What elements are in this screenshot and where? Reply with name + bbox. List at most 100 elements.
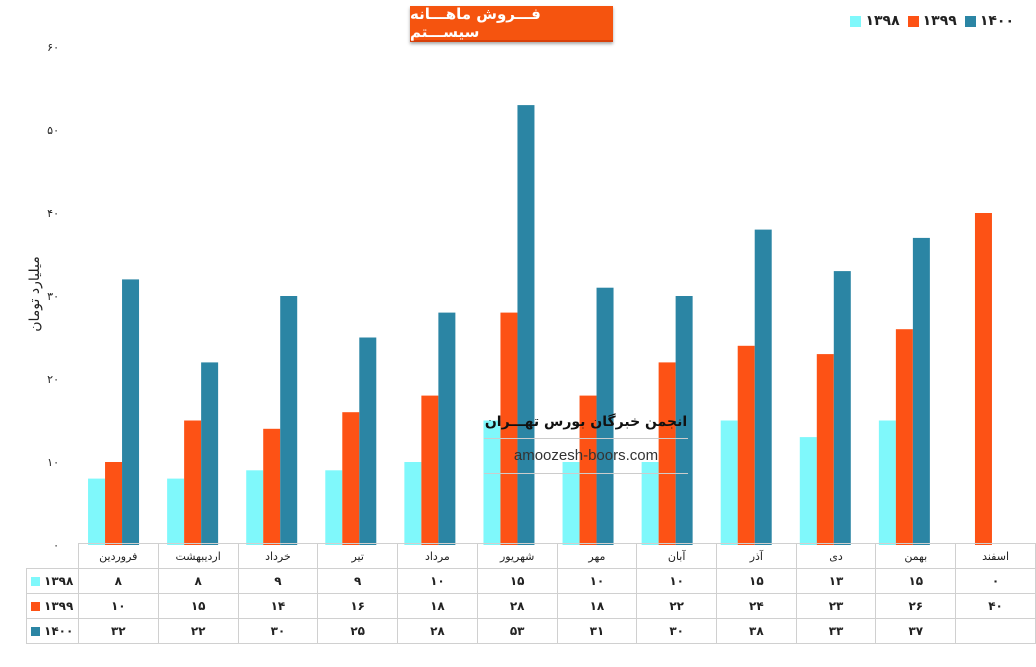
series-name: ۱۳۹۹ — [44, 599, 74, 613]
watermark: انجمن خبرگان بورس تهـــران amoozesh-boor… — [484, 414, 688, 474]
category-label: مرداد — [397, 543, 478, 569]
watermark-persian-text: انجمن خبرگان بورس تهـــران — [484, 414, 688, 439]
legend-item-1399: ۱۳۹۹ — [907, 13, 957, 29]
bar-series-0-cat-4 — [404, 462, 422, 545]
value-cell — [955, 618, 1036, 644]
data-table-corner — [26, 543, 79, 569]
bar-series-0-cat-7 — [641, 462, 659, 545]
value-cell: ۳۷ — [875, 618, 957, 644]
category-label: مهر — [556, 543, 638, 569]
value-cell: ۱۸ — [397, 593, 478, 619]
value-cell: ۹ — [237, 568, 319, 594]
series-name: ۱۴۰۰ — [44, 624, 74, 638]
data-table: فروردین اردیبهشت خرداد تیر مرداد شهریور … — [26, 543, 1036, 644]
bar-series-2-cat-3 — [359, 337, 377, 545]
bar-series-0-cat-8 — [720, 420, 738, 545]
series-swatch-1398 — [31, 577, 40, 586]
value-cell: ۱۰ — [636, 568, 717, 594]
bar-series-0-cat-9 — [799, 437, 817, 545]
value-cell: ۵۳ — [476, 618, 558, 644]
bar-series-0-cat-1 — [167, 478, 185, 545]
data-table-category-row: فروردین اردیبهشت خرداد تیر مرداد شهریور … — [26, 543, 1036, 569]
value-cell: ۲۸ — [476, 593, 558, 619]
legend-swatch-1398 — [850, 15, 862, 27]
value-cell: ۱۴ — [237, 593, 319, 619]
bar-series-0-cat-10 — [878, 420, 896, 545]
value-cell: ۱۶ — [317, 593, 399, 619]
bar-series-2-cat-8 — [754, 229, 772, 545]
value-cell: ۳۳ — [795, 618, 877, 644]
data-table-series-key: ۱۳۹۹ — [26, 593, 79, 619]
category-label: بهمن — [875, 543, 957, 569]
legend-swatch-1399 — [907, 15, 919, 27]
category-label: دی — [795, 543, 877, 569]
value-cell: ۸ — [77, 568, 159, 594]
watermark-url-text: amoozesh-boors.com — [484, 439, 688, 474]
bar-series-1-cat-4 — [421, 395, 439, 545]
y-tick-label: ۴۰ — [47, 207, 59, 220]
bar-series-1-cat-6 — [579, 395, 597, 545]
value-cell: ۸ — [157, 568, 239, 594]
legend-item-1398: ۱۳۹۸ — [850, 13, 900, 29]
series-swatch-1399 — [31, 602, 40, 611]
bar-series-2-cat-10 — [912, 237, 930, 545]
category-label: تیر — [317, 543, 399, 569]
bar-series-1-cat-3 — [342, 412, 360, 545]
legend-swatch-1400 — [964, 15, 976, 27]
value-cell: ۱۵ — [716, 568, 797, 594]
value-cell: ۱۳ — [795, 568, 877, 594]
bar-series-1-cat-7 — [658, 362, 676, 545]
bar-series-2-cat-1 — [201, 362, 219, 545]
category-label: اسفند — [955, 543, 1036, 569]
value-cell: ۳۸ — [716, 618, 797, 644]
category-label: آذر — [716, 543, 797, 569]
value-cell: ۲۴ — [716, 593, 797, 619]
bar-series-2-cat-5 — [517, 105, 535, 545]
value-cell: ۴۰ — [955, 593, 1036, 619]
y-tick-label: ۵۰ — [47, 124, 59, 137]
y-axis-label: میلیارد تومان — [27, 256, 43, 332]
legend-label-1400: ۱۴۰۰ — [979, 13, 1014, 29]
bar-series-2-cat-2 — [280, 296, 298, 545]
legend-label-1399: ۱۳۹۹ — [922, 13, 957, 29]
bar-series-1-cat-8 — [737, 345, 755, 545]
value-cell: ۳۲ — [77, 618, 159, 644]
value-cell: ۱۵ — [157, 593, 239, 619]
bar-series-1-cat-0 — [105, 462, 123, 545]
data-table-row-1399: ۱۳۹۹ ۱۰ ۱۵ ۱۴ ۱۶ ۱۸ ۲۸ ۱۸ ۲۲ ۲۴ ۲۳ ۲۶ ۴۰ — [26, 593, 1036, 619]
legend-label-1398: ۱۳۹۸ — [865, 13, 900, 29]
bar-series-1-cat-1 — [184, 420, 202, 545]
value-cell: ۹ — [317, 568, 399, 594]
value-cell: ۲۲ — [636, 593, 717, 619]
category-label: شهریور — [476, 543, 558, 569]
bar-series-2-cat-0 — [122, 279, 140, 545]
series-swatch-1400 — [31, 627, 40, 636]
bar-series-1-cat-2 — [263, 428, 281, 545]
data-table-row-1398: ۱۳۹۸ ۸ ۸ ۹ ۹ ۱۰ ۱۵ ۱۰ ۱۰ ۱۵ ۱۳ ۱۵ ۰ — [26, 568, 1036, 594]
data-table-series-key: ۱۴۰۰ — [26, 618, 79, 644]
chart-title: فـــروش ماهـــانه سیســـتم — [410, 5, 613, 42]
chart-legend: ۱۴۰۰ ۱۳۹۹ ۱۳۹۸ — [850, 13, 1014, 29]
value-cell: ۱۰ — [556, 568, 638, 594]
category-label: فروردین — [77, 543, 159, 569]
bar-series-1-cat-11 — [974, 213, 992, 545]
bar-series-0-cat-0 — [88, 478, 106, 545]
y-tick-label: ۶۰ — [47, 41, 59, 54]
value-cell: ۳۱ — [556, 618, 638, 644]
bar-series-1-cat-5 — [500, 312, 518, 545]
value-cell: ۱۰ — [77, 593, 159, 619]
value-cell: ۲۶ — [875, 593, 957, 619]
category-label: اردیبهشت — [157, 543, 239, 569]
value-cell: ۱۸ — [556, 593, 638, 619]
value-cell: ۱۵ — [476, 568, 558, 594]
bar-series-2-cat-7 — [675, 296, 693, 545]
bar-series-2-cat-4 — [438, 312, 456, 545]
y-tick-label: ۱۰ — [47, 456, 59, 469]
y-tick-label: ۳۰ — [47, 290, 59, 303]
legend-item-1400: ۱۴۰۰ — [964, 13, 1014, 29]
value-cell: ۲۲ — [157, 618, 239, 644]
value-cell: ۲۵ — [317, 618, 399, 644]
category-label: خرداد — [237, 543, 319, 569]
value-cell: ۱۵ — [875, 568, 957, 594]
value-cell: ۳۰ — [636, 618, 717, 644]
